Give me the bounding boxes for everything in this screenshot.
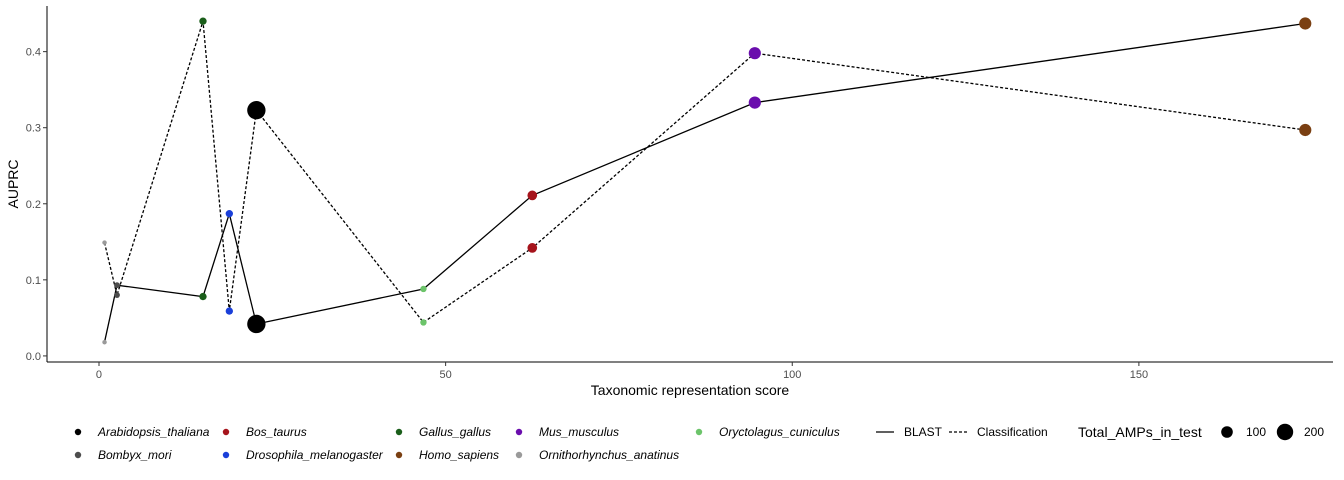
legend-key-oryctolagus-cuniculus — [695, 428, 703, 436]
legend-label-oryctolagus-cuniculus: Oryctolagus_cuniculus — [719, 425, 840, 439]
legend-label-classification: Classification — [977, 425, 1048, 439]
point-ornithorhynchus-anatinus-blast — [102, 339, 107, 345]
point-drosophila-melanogaster-classification — [225, 307, 233, 315]
point-bos-taurus-blast — [527, 190, 538, 201]
x-tick-label: 50 — [440, 369, 452, 381]
point-ornithorhynchus-anatinus-classification — [102, 240, 107, 245]
legend-key-ornithorhynchus-anatinus — [515, 451, 523, 459]
x-axis-title: Taxonomic representation score — [591, 382, 790, 398]
legend-label-ornithorhynchus-anatinus: Ornithorhynchus_anatinus — [539, 448, 679, 462]
y-axis-title: AUPRC — [5, 159, 21, 208]
size-legend-label-200: 200 — [1304, 425, 1324, 439]
size-legend-key-100 — [1221, 426, 1233, 438]
size-legend-title: Total_AMPs_in_test — [1078, 424, 1202, 440]
x-tick-label: 150 — [1130, 369, 1148, 381]
series-line-classification — [103, 21, 1306, 324]
point-bombyx-mori-classification — [114, 292, 120, 298]
point-drosophila-melanogaster-blast — [225, 209, 233, 218]
y-tick-label: 0.4 — [26, 47, 41, 59]
size-legend-key-200 — [1276, 423, 1294, 441]
legend-label-bombyx-mori: Bombyx_mori — [98, 448, 172, 462]
point-arabidopsis-thaliana-blast — [247, 314, 266, 334]
legend-key-homo-sapiens — [395, 451, 403, 459]
data-points — [102, 17, 1312, 345]
legend-label-arabidopsis-thaliana: Arabidopsis_thaliana — [97, 425, 210, 439]
y-axis-ticks: 0.0 0.1 0.2 0.3 0.4 — [26, 47, 47, 363]
y-tick-label: 0.0 — [26, 351, 41, 363]
point-gallus-gallus-classification — [199, 17, 207, 25]
legend-key-bombyx-mori — [74, 451, 82, 459]
legend-key-mus-musculus — [515, 428, 523, 436]
species-legend: Arabidopsis_thaliana Bombyx_mori Bos_tauru… — [74, 425, 840, 462]
series-line-blast — [103, 22, 1306, 343]
point-homo-sapiens-classification — [1299, 123, 1312, 137]
legend-key-drosophila-melanogaster — [222, 451, 230, 459]
legend: Arabidopsis_thaliana Bombyx_mori Bos_tauru… — [74, 423, 1324, 462]
point-homo-sapiens-blast — [1299, 17, 1312, 30]
y-tick-label: 0.1 — [26, 275, 41, 287]
point-bos-taurus-classification — [527, 243, 538, 253]
series-lines — [103, 21, 1306, 343]
x-tick-label: 100 — [783, 369, 801, 381]
legend-label-blast: BLAST — [904, 425, 943, 439]
point-arabidopsis-thaliana-classification — [247, 101, 266, 120]
method-legend: BLAST Classification — [876, 425, 1048, 439]
size-legend: Total_AMPs_in_test 100 200 — [1078, 423, 1324, 441]
point-gallus-gallus-blast — [199, 292, 207, 301]
legend-key-bos-taurus — [222, 428, 230, 436]
y-tick-label: 0.2 — [26, 199, 41, 211]
legend-label-gallus-gallus: Gallus_gallus — [419, 425, 491, 439]
legend-key-arabidopsis-thaliana — [74, 428, 82, 436]
point-bombyx-mori-blast — [114, 282, 120, 289]
point-oryctolagus-cuniculus-classification — [420, 319, 427, 326]
point-mus-musculus-blast — [748, 96, 761, 109]
size-legend-label-100: 100 — [1246, 425, 1266, 439]
legend-key-gallus-gallus — [395, 428, 403, 436]
x-tick-label: 0 — [96, 369, 102, 381]
legend-label-homo-sapiens: Homo_sapiens — [419, 448, 499, 462]
x-axis-ticks: 0 50 100 150 — [96, 362, 1148, 381]
point-oryctolagus-cuniculus-blast — [420, 285, 427, 293]
legend-label-bos-taurus: Bos_taurus — [246, 425, 307, 439]
legend-label-drosophila-melanogaster: Drosophila_melanogaster — [246, 448, 384, 462]
point-mus-musculus-classification — [748, 47, 761, 60]
legend-label-mus-musculus: Mus_musculus — [539, 425, 619, 439]
y-tick-label: 0.3 — [26, 123, 41, 135]
